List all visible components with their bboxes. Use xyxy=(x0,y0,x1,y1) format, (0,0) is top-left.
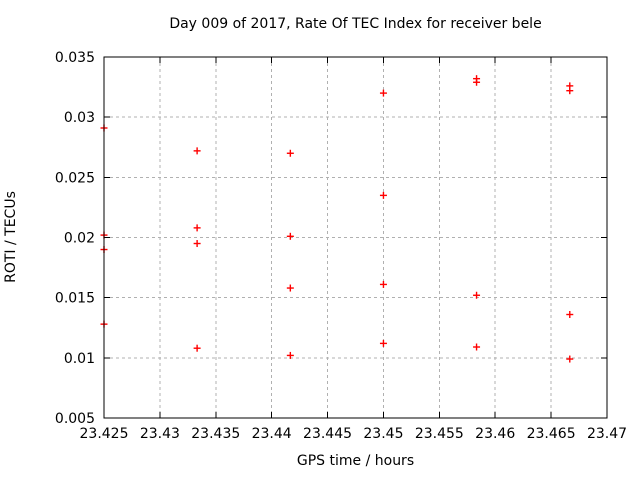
y-tick-label: 0.01 xyxy=(64,351,95,367)
y-tick-label: 0.035 xyxy=(55,50,95,66)
chart-title: Day 009 of 2017, Rate Of TEC Index for r… xyxy=(169,16,542,32)
x-axis-title: GPS time / hours xyxy=(296,453,415,469)
y-tick-label: 0.015 xyxy=(55,291,95,307)
y-tick-label: 0.025 xyxy=(55,170,95,186)
x-tick-label: 23.44 xyxy=(252,426,292,442)
x-tick-label: 23.46 xyxy=(475,426,515,442)
x-tick-label: 23.435 xyxy=(191,426,240,442)
y-tick-label: 0.02 xyxy=(64,231,95,247)
x-tick-label: 23.465 xyxy=(527,426,576,442)
x-tick-label: 23.45 xyxy=(363,426,403,442)
x-tick-label: 23.445 xyxy=(303,426,352,442)
x-tick-label: 23.425 xyxy=(80,426,129,442)
y-tick-label: 0.005 xyxy=(55,411,95,427)
y-tick-label: 0.03 xyxy=(64,110,95,126)
x-tick-label: 23.455 xyxy=(415,426,464,442)
x-tick-label: 23.47 xyxy=(587,426,627,442)
x-tick-label: 23.43 xyxy=(140,426,180,442)
